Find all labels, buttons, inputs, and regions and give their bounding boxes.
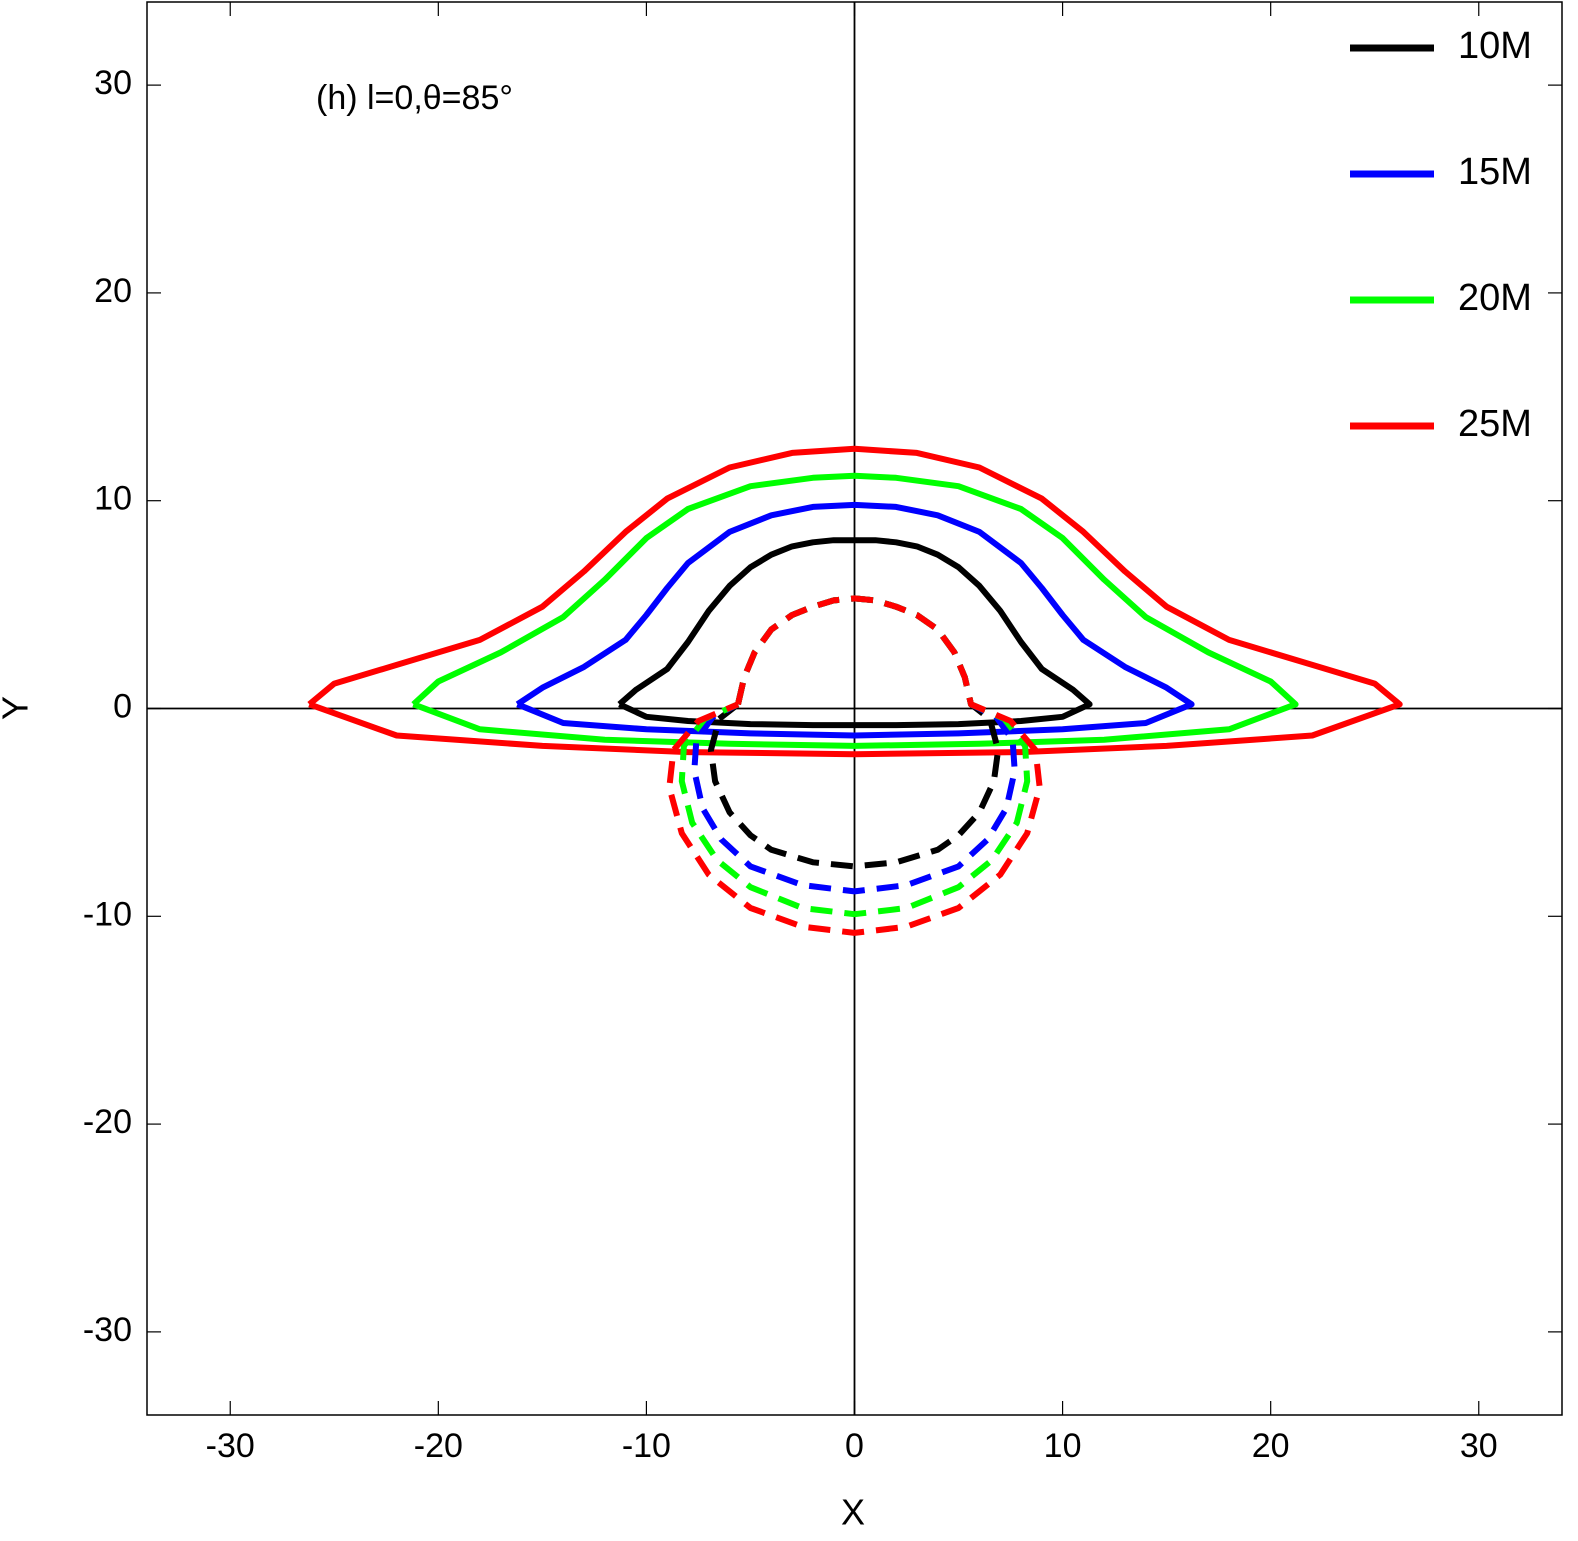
legend-label: 15M <box>1458 151 1532 193</box>
y-axis-label: Y <box>0 696 36 720</box>
annotation: (h) l=0,θ=85° <box>316 79 513 117</box>
legend-label: 20M <box>1458 277 1532 319</box>
x-tick-label: -10 <box>622 1427 671 1465</box>
x-tick-label: 0 <box>845 1427 864 1465</box>
dashed-curve <box>666 595 1043 936</box>
y-tick-label: 20 <box>94 272 132 310</box>
curve <box>307 445 1403 758</box>
y-tick-label: 10 <box>94 480 132 518</box>
x-tick-label: -20 <box>414 1427 463 1465</box>
dashed-curve <box>707 595 1002 870</box>
x-tick-label: -30 <box>206 1427 255 1465</box>
x-tick-label: 30 <box>1460 1427 1498 1465</box>
legend-label: 10M <box>1458 25 1532 67</box>
curve <box>515 501 1195 739</box>
y-tick-label: 30 <box>94 64 132 102</box>
curve <box>411 472 1299 749</box>
y-tick-label: -30 <box>83 1311 132 1349</box>
x-axis-label: X <box>841 1492 865 1533</box>
legend-label: 25M <box>1458 403 1532 445</box>
x-tick-label: 20 <box>1252 1427 1290 1465</box>
y-tick-label: -10 <box>83 895 132 933</box>
x-tick-label: 10 <box>1044 1427 1082 1465</box>
curve <box>617 537 1093 729</box>
y-tick-label: -20 <box>83 1103 132 1141</box>
y-tick-label: 0 <box>113 687 132 725</box>
